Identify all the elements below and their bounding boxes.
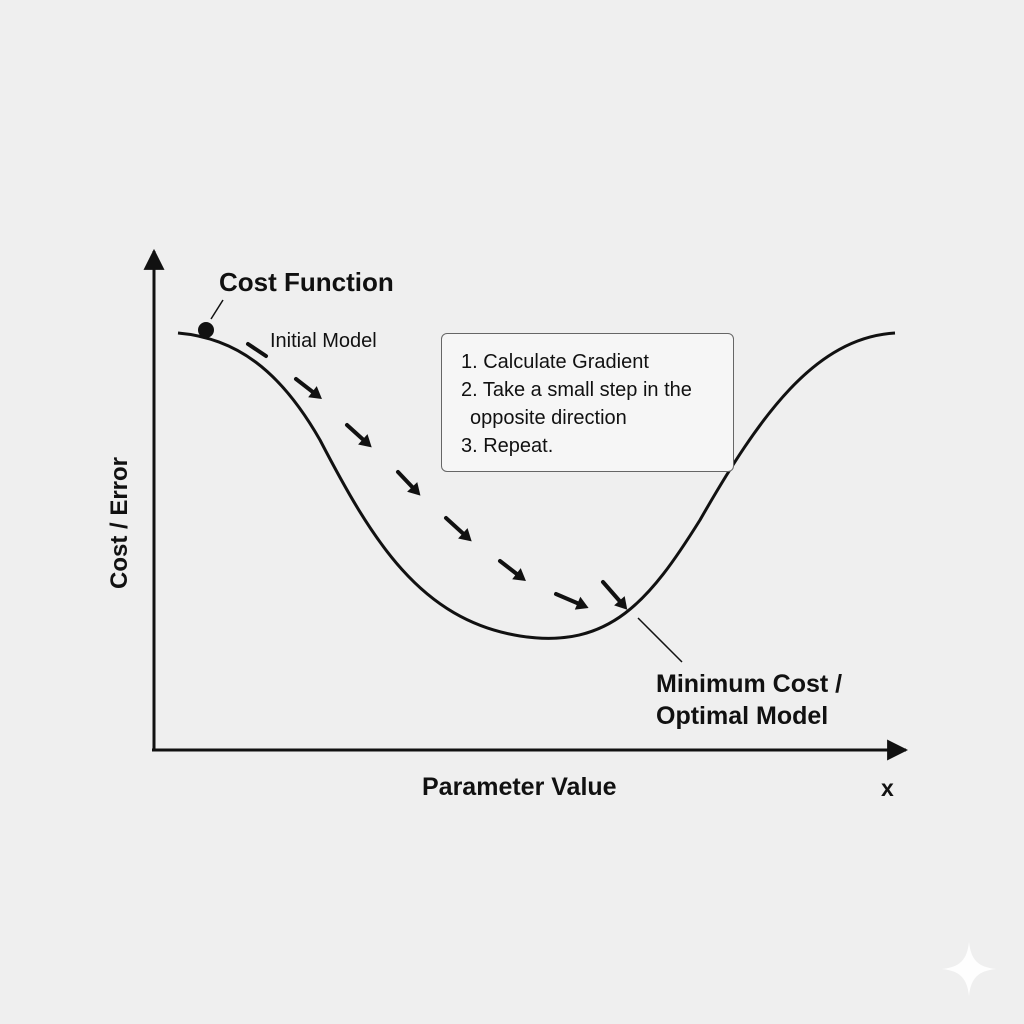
descent-steps: [246, 342, 628, 610]
step-arrow: [444, 516, 472, 542]
step-arrow: [554, 592, 589, 610]
initial-model-point: [198, 322, 214, 338]
step-arrow: [601, 580, 628, 610]
minimum-cost-line-1: Minimum Cost /: [656, 670, 843, 698]
y-axis-label: Cost / Error: [106, 456, 133, 590]
step-arrow: [396, 470, 421, 496]
step-3-text: 3. Repeat.: [461, 435, 554, 457]
step-2-continued-text: opposite direction: [470, 407, 627, 429]
step-arrow: [498, 559, 526, 582]
step-arrow: [345, 423, 372, 448]
sparkle-icon: [942, 942, 996, 996]
step-1-text: 1. Calculate Gradient: [461, 351, 649, 373]
step-arrow: [246, 342, 268, 358]
x-axis-symbol: x: [881, 775, 894, 801]
x-axis-label: Parameter Value: [422, 773, 617, 801]
minimum-pointer-line: [637, 617, 683, 663]
steps-callout: 1. Calculate Gradient 2. Take a small st…: [441, 333, 734, 472]
diagram-title: Cost Function: [219, 267, 394, 297]
cost-curve: [177, 331, 896, 640]
step-2-text: 2. Take a small step in the: [461, 379, 692, 401]
title-pointer-line: [210, 299, 224, 320]
minimum-cost-label: Minimum Cost / Optimal Model: [656, 668, 842, 732]
step-arrow: [294, 377, 322, 400]
minimum-cost-line-2: Optimal Model: [656, 702, 829, 730]
initial-model-label: Initial Model: [270, 330, 377, 352]
